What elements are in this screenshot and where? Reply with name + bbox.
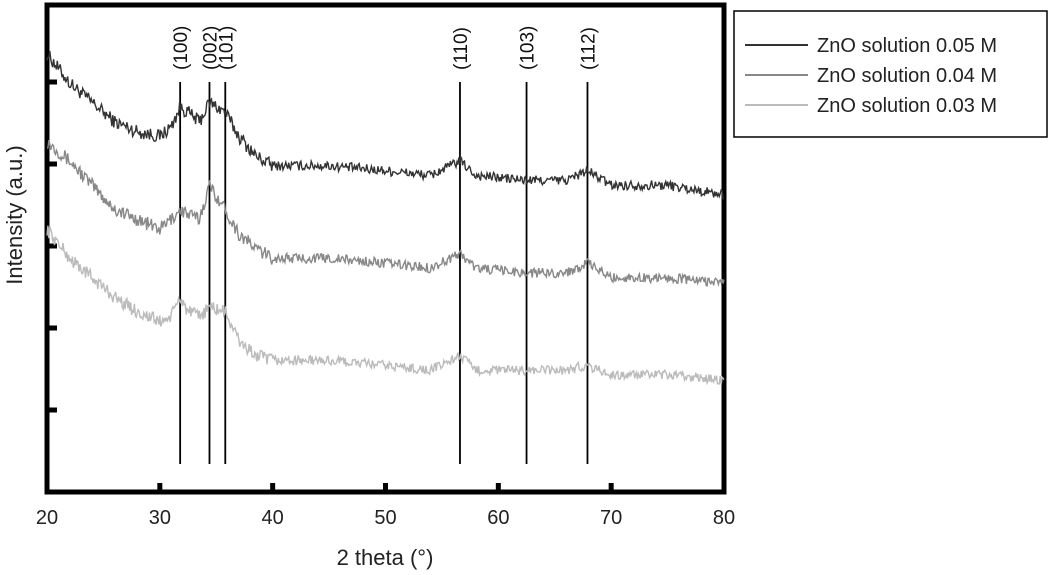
series-line [46,139,725,288]
x-tick-labels: 20 30 40 50 60 70 80 [36,507,735,529]
legend-label: ZnO solution 0.04 M [817,65,997,87]
series-line [46,225,725,386]
legend-label: ZnO solution 0.03 M [817,95,997,117]
legend-label: ZnO solution 0.05 M [817,35,997,57]
axis-ticks [47,79,614,492]
legend: ZnO solution 0.05 M ZnO solution 0.04 M Zn… [733,10,1048,138]
x-tick-label: 70 [600,507,622,529]
plot-frame [44,2,727,495]
x-axis-title: 2 theta (°) [337,545,434,570]
x-tick-label: 40 [262,507,284,529]
x-tick-label: 20 [36,507,58,529]
peak-label: (103) [518,26,539,70]
peak-markers: (100) (002)(101) (110) (103) (112) [171,26,599,464]
x-tick-label: 50 [374,507,396,529]
x-tick-label: 30 [149,507,171,529]
peak-label: (002) [200,26,221,70]
peak-label: (100) [171,26,192,70]
series-line [46,50,725,200]
peak-label: (112) [578,27,599,70]
peak-label: (110) [451,27,472,70]
series-lines [46,50,725,386]
x-tick-label: 80 [713,507,735,529]
y-axis-title: Intensity (a.u.) [2,145,27,284]
x-tick-label: 60 [487,507,509,529]
peak-label: (101) [216,26,237,70]
